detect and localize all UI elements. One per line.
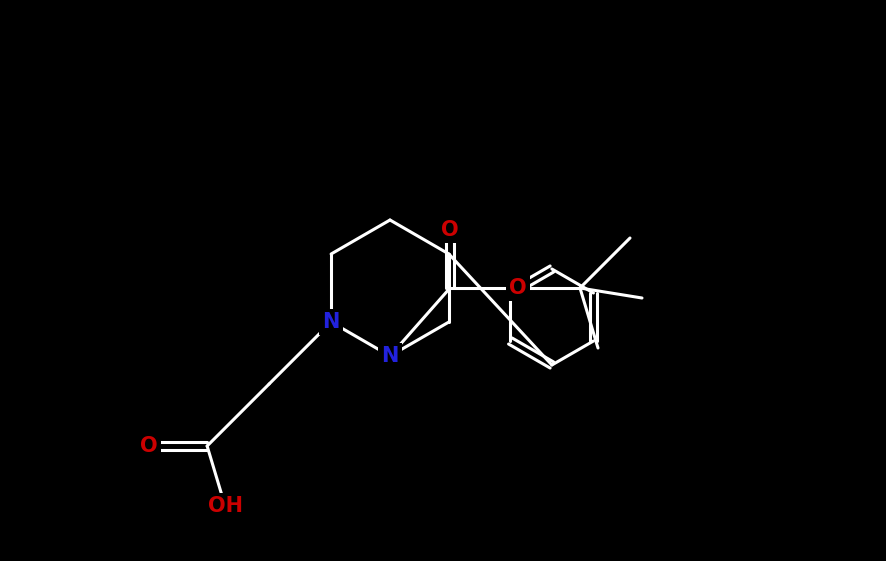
Text: O: O bbox=[441, 220, 459, 240]
Text: OH: OH bbox=[207, 496, 243, 516]
Text: N: N bbox=[381, 346, 399, 366]
Text: O: O bbox=[509, 278, 527, 298]
Text: N: N bbox=[323, 312, 340, 332]
Text: O: O bbox=[140, 436, 158, 456]
